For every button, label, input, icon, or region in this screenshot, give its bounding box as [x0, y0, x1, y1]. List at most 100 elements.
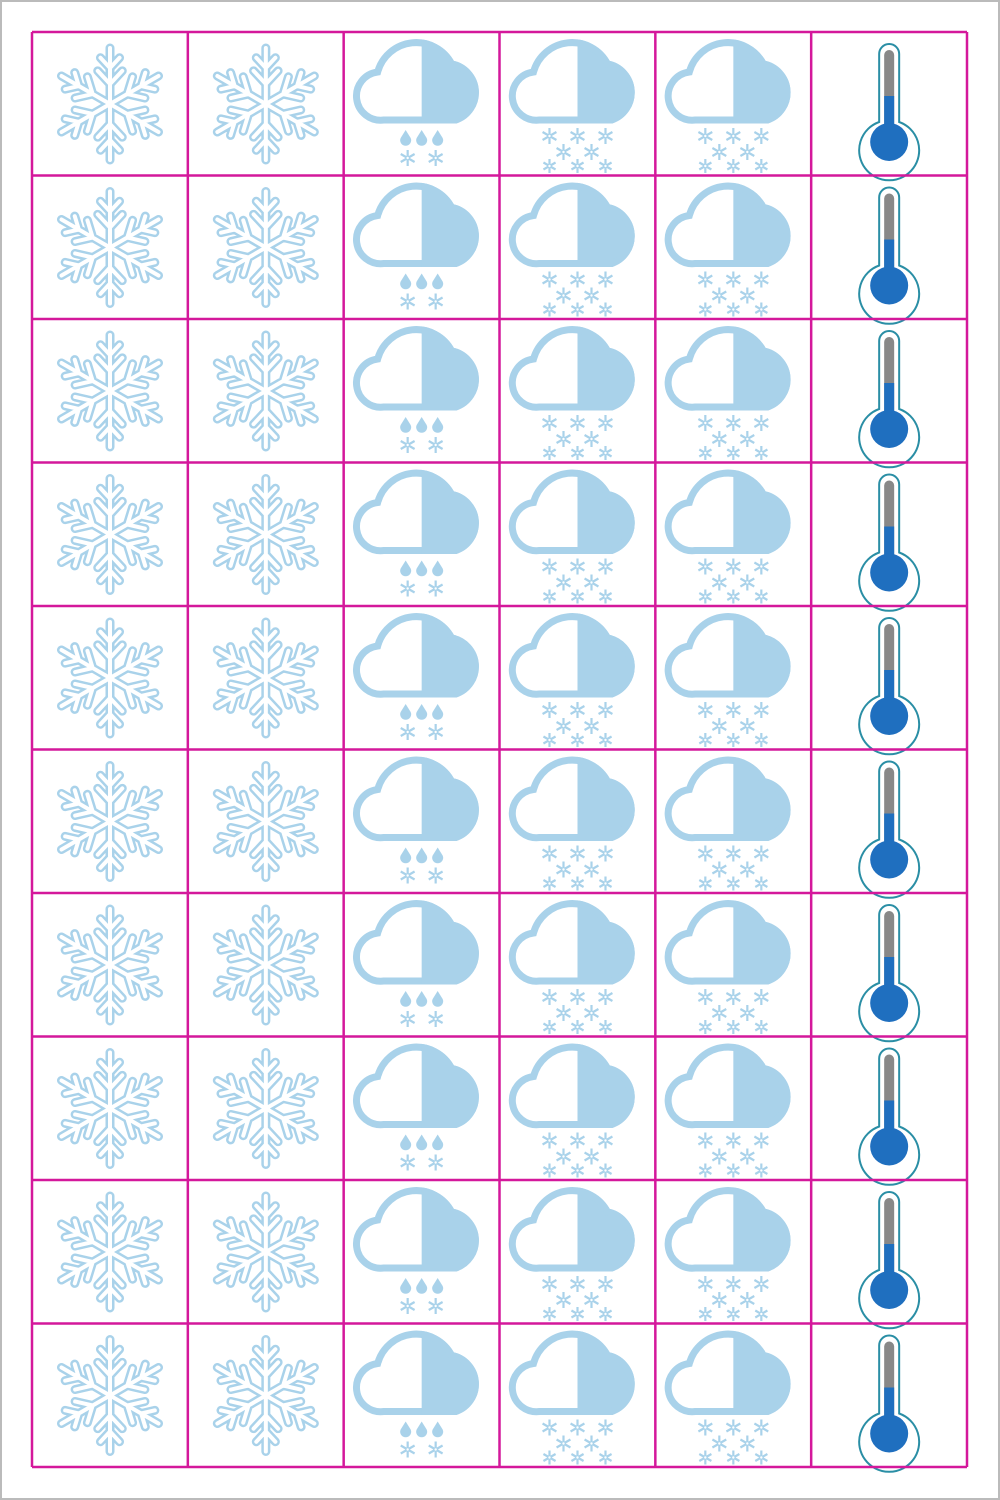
- icon-cell: [57, 1335, 163, 1456]
- small-snowflake-center: [603, 1311, 608, 1317]
- snowflake-inner: [215, 189, 317, 306]
- small-snowflake-center: [561, 436, 566, 442]
- icon-cell: [57, 474, 163, 595]
- small-snowflake-center: [575, 994, 580, 1000]
- icon-cell: [668, 1191, 787, 1321]
- small-snowflake-center: [702, 450, 708, 456]
- icon-cell: [668, 904, 787, 1034]
- icon-cell: [512, 186, 631, 317]
- icon-cell: [512, 330, 631, 460]
- small-snowflake-center: [405, 586, 411, 591]
- small-snowflake-center: [758, 133, 764, 139]
- small-snowflake-center: [730, 737, 736, 743]
- small-snowflake-center: [433, 1447, 439, 1452]
- small-snowflake-center: [758, 994, 764, 1000]
- small-snowflake-center: [433, 155, 439, 161]
- icon-cell: [356, 473, 475, 597]
- raindrop: [416, 847, 428, 864]
- snowflake-inner: [215, 620, 317, 736]
- icon-cell: [212, 904, 319, 1026]
- small-snowflake-center: [561, 1441, 566, 1446]
- small-snowflake-center: [702, 737, 708, 743]
- thermometer-level: [884, 957, 895, 997]
- icon-cell: [212, 1335, 319, 1456]
- small-snowflake-center: [702, 1168, 708, 1173]
- small-snowflake-center: [730, 163, 736, 169]
- small-snowflake-center: [561, 580, 566, 585]
- small-snowflake-center: [561, 149, 566, 155]
- small-snowflake-center: [603, 564, 608, 569]
- small-snowflake-center: [433, 729, 439, 735]
- small-snowflake-center: [405, 729, 411, 735]
- icon-cell: [668, 1047, 787, 1178]
- raindrop: [400, 704, 412, 720]
- snowflake-inner: [59, 1050, 161, 1167]
- thermometer-bulb: [870, 984, 909, 1022]
- raindrop: [416, 273, 428, 290]
- small-snowflake-center: [603, 707, 608, 713]
- small-snowflake-center: [744, 723, 750, 729]
- small-snowflake-center: [758, 307, 764, 312]
- small-snowflake-center: [758, 1455, 764, 1460]
- small-snowflake-center: [702, 594, 708, 599]
- small-snowflake-center: [758, 1311, 764, 1317]
- small-snowflake-center: [547, 1168, 552, 1173]
- small-snowflake-center: [575, 594, 580, 599]
- thermometer-bulb: [870, 1271, 909, 1309]
- small-snowflake-center: [730, 994, 736, 1000]
- small-snowflake-center: [575, 307, 580, 312]
- raindrop: [400, 417, 412, 433]
- snowflake-inner: [215, 333, 317, 449]
- snowflake-inner: [59, 189, 161, 306]
- small-snowflake-center: [575, 1024, 580, 1030]
- raindrop: [400, 560, 412, 577]
- small-snowflake-center: [433, 1016, 439, 1022]
- icon-cell: [57, 1048, 163, 1169]
- raindrop: [416, 1421, 428, 1438]
- icon-cell: [858, 186, 921, 325]
- small-snowflake-center: [603, 1281, 608, 1287]
- small-snowflake-center: [547, 1281, 552, 1287]
- raindrop: [400, 1278, 412, 1294]
- small-snowflake-center: [433, 1160, 439, 1165]
- small-snowflake-center: [603, 1138, 608, 1143]
- icon-cell: [858, 473, 921, 612]
- small-snowflake-center: [589, 1297, 594, 1303]
- small-snowflake-center: [575, 737, 580, 743]
- raindrop: [432, 991, 444, 1007]
- icon-cell: [57, 617, 163, 739]
- raindrop: [432, 1134, 444, 1151]
- small-snowflake-center: [547, 594, 552, 599]
- small-snowflake-center: [547, 163, 552, 169]
- icon-cell: [512, 617, 631, 747]
- small-snowflake-center: [702, 707, 708, 713]
- small-snowflake-center: [730, 450, 736, 456]
- small-snowflake-center: [758, 1425, 764, 1430]
- small-snowflake-center: [547, 1311, 552, 1317]
- small-snowflake-center: [730, 881, 736, 886]
- small-snowflake-center: [561, 1297, 566, 1303]
- icon-cell: [212, 43, 319, 165]
- icon-cell: [356, 186, 475, 310]
- icon-cell: [858, 43, 921, 182]
- small-snowflake-center: [575, 707, 580, 713]
- small-snowflake-center: [547, 994, 552, 1000]
- small-snowflake-center: [405, 155, 411, 161]
- small-snowflake-center: [405, 299, 411, 304]
- small-snowflake-center: [730, 707, 736, 713]
- icon-cell: [212, 1191, 319, 1313]
- small-snowflake-center: [589, 149, 594, 155]
- small-snowflake-center: [575, 1168, 580, 1173]
- small-snowflake-center: [575, 1281, 580, 1287]
- small-snowflake-center: [603, 307, 608, 312]
- icon-cell: [356, 1334, 475, 1458]
- small-snowflake-center: [575, 277, 580, 282]
- icon-cell: [668, 1334, 787, 1465]
- small-snowflake-center: [702, 564, 708, 569]
- icon-cell: [858, 617, 921, 756]
- icon-cell: [858, 330, 921, 469]
- snowflake-inner: [215, 907, 317, 1023]
- small-snowflake-center: [589, 580, 594, 585]
- snowflake-inner: [215, 1337, 317, 1454]
- small-snowflake-center: [561, 293, 566, 298]
